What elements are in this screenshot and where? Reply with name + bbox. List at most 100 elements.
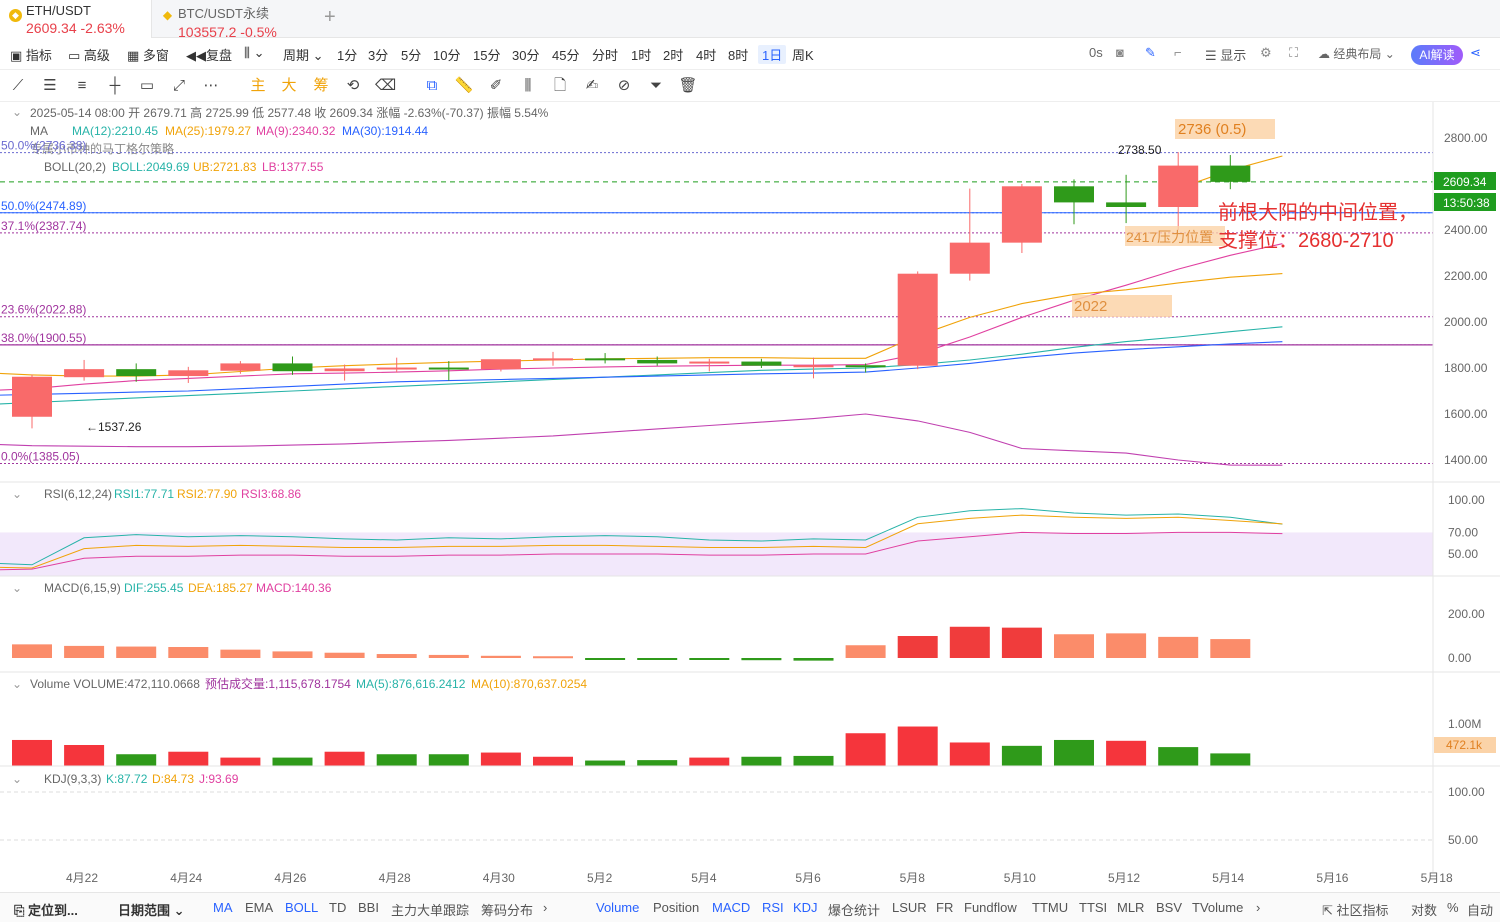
ind-lsur[interactable]: LSUR — [892, 900, 927, 915]
hline-tool-icon[interactable]: ☰ — [43, 77, 57, 94]
advanced-button[interactable]: ▭ 高级 — [68, 48, 110, 63]
trendline-tool-icon[interactable]: ⟋ — [12, 77, 24, 94]
candle-body — [949, 242, 990, 274]
multi-window-button[interactable]: ▦ 多窗 — [127, 48, 169, 63]
indicator-button[interactable]: ▣ 指标 — [10, 48, 52, 63]
period-3m[interactable]: 3分 — [368, 48, 389, 63]
large-order-tool[interactable]: 大 — [281, 77, 297, 94]
ind-kdj[interactable]: KDJ — [793, 900, 818, 915]
ind-volume[interactable]: Volume — [596, 900, 640, 915]
magnet-tool-icon[interactable]: ⊘ — [617, 77, 631, 94]
macd-bar — [428, 654, 469, 658]
tab-btc[interactable]: ◆ BTC/USDT永续 103557.2 -0.5% — [152, 0, 312, 40]
ind-macd[interactable]: MACD — [712, 900, 751, 915]
log-scale-toggle[interactable]: 对数 — [1411, 903, 1438, 918]
auto-scale-toggle[interactable]: 自动 — [1467, 903, 1494, 918]
chevron-right-icon[interactable]: › — [543, 900, 548, 915]
date-range-dropdown[interactable]: 日期范围 ⌄ — [118, 903, 185, 918]
macd-panel: ⌄ MACD(6,15,9) DIF:255.45 DEA:185.27 MACD:14… — [12, 581, 1485, 665]
y-tick-label: 2400.00 — [1444, 223, 1488, 237]
chevron-right-icon[interactable]: › — [1256, 900, 1261, 915]
ind-ema[interactable]: EMA — [245, 900, 274, 915]
camera-icon[interactable]: ◙ — [1116, 45, 1124, 60]
share-icon[interactable]: ⋖ — [1470, 45, 1481, 60]
pen-icon[interactable]: ✎ — [1145, 45, 1156, 60]
replay-button[interactable]: ◀◀复盘 — [186, 48, 233, 63]
filter-tool-icon[interactable]: ⏷ — [649, 77, 662, 94]
period-4h[interactable]: 4时 — [696, 48, 717, 63]
ind-main-force[interactable]: 主力大单跟踪 — [391, 903, 470, 918]
ind-ttmu[interactable]: TTMU — [1032, 900, 1069, 915]
countdown-toggle[interactable]: 0s — [1089, 45, 1103, 60]
layout-dropdown[interactable]: ☁ 经典布局 ⌄ — [1318, 47, 1395, 61]
cross-tool-icon[interactable]: ┼ — [109, 77, 121, 94]
period-timeshare[interactable]: 分时 — [592, 48, 619, 63]
period-1d[interactable]: 1日 — [758, 45, 787, 64]
annotation-box-top[interactable] — [1175, 119, 1275, 139]
crop-icon[interactable]: ⌐ — [1174, 45, 1182, 60]
ind-ma[interactable]: MA — [213, 900, 233, 915]
ind-bbi[interactable]: BBI — [358, 900, 379, 915]
tab-eth[interactable]: ◆ ETH/USDT 2609.34 -2.63% — [0, 0, 152, 38]
rect-tool-icon[interactable]: ▭ — [139, 77, 155, 94]
volume-bar — [1054, 739, 1094, 766]
ind-td[interactable]: TD — [329, 900, 347, 915]
ruler-tool-icon[interactable]: 📏 — [454, 77, 474, 94]
ind-position[interactable]: Position — [653, 900, 700, 915]
period-8h[interactable]: 8时 — [728, 48, 749, 63]
annotation-top-text: 2736 (0.5) — [1178, 121, 1246, 138]
fullscreen-icon[interactable]: ⛶ — [1289, 45, 1299, 60]
sync-tool-icon[interactable]: ⟲ — [346, 77, 360, 94]
ind-fr[interactable]: FR — [936, 900, 954, 915]
period-30m[interactable]: 30分 — [512, 48, 540, 63]
strategy-link[interactable]: 专属小币种的马丁格尔策略 — [30, 141, 174, 156]
rsi-line — [0, 514, 1283, 569]
ind-boll[interactable]: BOLL — [285, 900, 319, 915]
annotation-box-2022[interactable] — [1072, 295, 1172, 317]
period-5m[interactable]: 5分 — [401, 48, 422, 63]
ind-liquidation[interactable]: 爆仓统计 — [828, 903, 881, 918]
volume-bar — [1106, 740, 1147, 766]
period-10m[interactable]: 10分 — [433, 48, 461, 63]
annotation-box-pressure[interactable] — [1125, 226, 1225, 246]
add-tab-icon[interactable]: + — [324, 6, 336, 28]
period-2h[interactable]: 2时 — [663, 48, 684, 63]
ind-bsv[interactable]: BSV — [1156, 900, 1183, 915]
macd-tick: 0.00 — [1448, 651, 1472, 665]
volume-bar — [480, 752, 521, 766]
period-1h[interactable]: 1时 — [631, 48, 652, 63]
ind-tvolume[interactable]: TVolume — [1192, 900, 1244, 915]
period-dropdown[interactable]: 周期 ⌄ — [283, 48, 324, 63]
period-15m[interactable]: 15分 — [473, 48, 501, 63]
note-tool-icon[interactable]: ✍ — [585, 77, 599, 94]
period-45m[interactable]: 45分 — [552, 48, 580, 63]
arrow-tool-icon[interactable]: ⤢ — [172, 77, 185, 94]
ind-chips[interactable]: 筹码分布 — [481, 903, 534, 918]
ind-fundflow[interactable]: Fundflow — [964, 900, 1017, 915]
compare-tool-icon[interactable]: ⫼ — [524, 77, 532, 94]
brush-tool-icon[interactable]: ✐ — [489, 77, 503, 94]
more-tools-icon[interactable]: ⋯ — [203, 77, 219, 94]
copy-tool-icon[interactable]: ⧉ — [426, 77, 438, 94]
main-force-tool[interactable]: 主 — [250, 77, 266, 94]
eraser-tool-icon[interactable]: ⌫ — [375, 77, 397, 94]
chart-type-button[interactable]: ⫼ ⌄ — [244, 45, 265, 60]
percent-toggle[interactable]: % — [1447, 900, 1459, 915]
ind-mlr[interactable]: MLR — [1117, 900, 1145, 915]
ind-ttsi[interactable]: TTSI — [1079, 900, 1108, 915]
settings-gear-icon[interactable]: ⚙ — [1260, 45, 1272, 60]
community-indicators[interactable]: ⇱ 社区指标 — [1322, 903, 1389, 918]
collapse-icon[interactable]: ⌄ — [12, 105, 22, 119]
delete-tool-icon[interactable]: 🗑 — [678, 77, 698, 94]
trash-lock-icon[interactable]: 🗋 — [553, 77, 567, 94]
period-1m[interactable]: 1分 — [337, 48, 358, 63]
ind-rsi[interactable]: RSI — [762, 900, 784, 915]
candle-body — [793, 365, 834, 368]
period-1w[interactable]: 周K — [792, 48, 814, 63]
locate-button[interactable]: ⎘ 定位到... — [14, 903, 78, 918]
chart-canvas[interactable]: 2025-05-14 08:00 开 2679.71 高 2725.99 低 2… — [0, 102, 1500, 892]
parallel-tool-icon[interactable]: ≡ — [77, 77, 87, 94]
chips-tool[interactable]: 筹 — [313, 77, 329, 94]
display-button[interactable]: ☰ 显示 — [1205, 48, 1247, 63]
ai-interpret-button[interactable]: AI解读 — [1411, 45, 1463, 65]
